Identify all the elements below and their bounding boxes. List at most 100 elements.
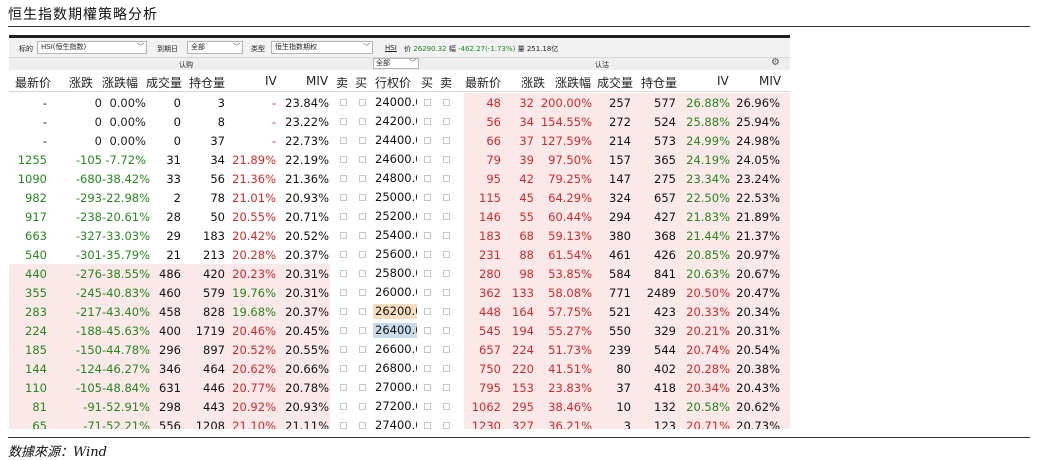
put-sell-checkbox[interactable] xyxy=(443,403,450,410)
strike-cell[interactable]: 25000.0( xyxy=(375,190,417,204)
call-sell-checkbox[interactable] xyxy=(340,194,347,201)
call-buy-checkbox[interactable] xyxy=(359,327,366,334)
put-sell-checkbox[interactable] xyxy=(443,137,450,144)
put-buy-checkbox[interactable] xyxy=(424,156,431,163)
put-buy-checkbox[interactable] xyxy=(424,137,431,144)
table-row[interactable]: 440 -276-38.55% 486 420 20.23% 20.31% 25800.0(… xyxy=(9,264,790,283)
header-call-oi[interactable]: 持仓量 xyxy=(189,76,226,90)
call-sell-checkbox[interactable] xyxy=(340,156,347,163)
put-buy-checkbox[interactable] xyxy=(424,308,431,315)
strike-cell[interactable]: 24400.0( xyxy=(375,133,417,147)
type-select[interactable]: 恒生指数期权 ﹀ xyxy=(271,41,373,54)
call-sell-checkbox[interactable] xyxy=(340,327,347,334)
put-buy-checkbox[interactable] xyxy=(424,403,431,410)
put-buy-checkbox[interactable] xyxy=(424,232,431,239)
header-call-volume[interactable]: 成交量 xyxy=(146,76,183,90)
call-sell-checkbox[interactable] xyxy=(340,346,347,353)
put-sell-checkbox[interactable] xyxy=(443,175,450,182)
call-buy-checkbox[interactable] xyxy=(359,194,366,201)
put-buy-checkbox[interactable] xyxy=(424,289,431,296)
put-buy-checkbox[interactable] xyxy=(424,365,431,372)
put-buy-checkbox[interactable] xyxy=(424,251,431,258)
table-row[interactable]: 144 -124-46.27% 346 464 20.62% 20.66% 26800.0(… xyxy=(9,359,790,378)
table-row[interactable]: 81 -91-52.91% 298 443 20.92% 20.93% 27200.0(10… xyxy=(9,397,790,416)
put-buy-checkbox[interactable] xyxy=(424,194,431,201)
strike-cell[interactable]: 26400.0( xyxy=(373,323,417,338)
put-sell-checkbox[interactable] xyxy=(443,251,450,258)
put-sell-checkbox[interactable] xyxy=(443,289,450,296)
header-call-change[interactable]: 涨跌 xyxy=(69,76,94,90)
call-buy-checkbox[interactable] xyxy=(359,156,366,163)
table-row[interactable]: 1255 -105-7.72% 31 34 21.89% 22.19% 24600.0(79… xyxy=(9,150,790,169)
put-sell-checkbox[interactable] xyxy=(443,270,450,277)
table-row[interactable]: 110 -105-48.84% 631 446 20.77% 20.78% 27000.0(… xyxy=(9,378,790,397)
call-sell-checkbox[interactable] xyxy=(340,118,347,125)
strike-cell[interactable]: 24200.0( xyxy=(375,114,417,128)
hsi-link[interactable]: HSI xyxy=(385,44,397,52)
strike-cell[interactable]: 26000.0( xyxy=(375,285,417,299)
strike-cell[interactable]: 25800.0( xyxy=(375,266,417,280)
table-row[interactable]: 283 -217-43.40% 458 828 19.68% 20.37% 26200.0(… xyxy=(9,302,790,321)
call-sell-checkbox[interactable] xyxy=(340,422,347,429)
call-buy-checkbox[interactable] xyxy=(359,213,366,220)
table-row[interactable]: -00.00%037-22.73%24400.0(6637127.59%2145… xyxy=(9,131,790,150)
strike-cell[interactable]: 25200.0( xyxy=(375,209,417,223)
call-buy-checkbox[interactable] xyxy=(359,270,366,277)
put-sell-checkbox[interactable] xyxy=(443,156,450,163)
put-sell-checkbox[interactable] xyxy=(443,308,450,315)
call-buy-checkbox[interactable] xyxy=(359,251,366,258)
header-call-last[interactable]: 最新价 xyxy=(15,76,52,90)
call-sell-checkbox[interactable] xyxy=(340,308,347,315)
header-put-iv[interactable]: IV xyxy=(717,74,729,88)
header-call-iv[interactable]: IV xyxy=(265,74,277,88)
call-sell-checkbox[interactable] xyxy=(340,384,347,391)
strike-cell[interactable]: 26600.0( xyxy=(375,342,417,356)
call-buy-checkbox[interactable] xyxy=(359,137,366,144)
call-sell-checkbox[interactable] xyxy=(340,99,347,106)
header-put-change[interactable]: 涨跌 xyxy=(521,76,546,90)
call-buy-checkbox[interactable] xyxy=(359,346,366,353)
call-sell-checkbox[interactable] xyxy=(340,213,347,220)
header-call-miv[interactable]: MIV xyxy=(306,74,329,88)
header-strike[interactable]: 行权价 xyxy=(375,76,412,90)
call-sell-checkbox[interactable] xyxy=(340,251,347,258)
table-row[interactable]: 917 -238-20.61% 28 50 20.55% 20.71% 25200.0(14… xyxy=(9,207,790,226)
call-sell-checkbox[interactable] xyxy=(340,270,347,277)
header-put-pct[interactable]: 涨跌幅 xyxy=(555,76,592,90)
call-buy-checkbox[interactable] xyxy=(359,232,366,239)
strike-cell[interactable]: 24000.0( xyxy=(375,95,417,109)
table-row[interactable]: 355 -245-40.83% 460 579 19.76% 20.31% 26000.0(… xyxy=(9,283,790,302)
call-buy-checkbox[interactable] xyxy=(359,403,366,410)
call-buy-checkbox[interactable] xyxy=(359,289,366,296)
table-row[interactable]: 185 -150-44.78% 296 897 20.52% 20.55% 26600.0(… xyxy=(9,340,790,359)
strike-cell[interactable]: 25600.0( xyxy=(375,247,417,261)
table-row[interactable]: 663 -327-33.03% 29 183 20.42% 20.52% 25400.0(1… xyxy=(9,226,790,245)
strike-cell[interactable]: 26800.0( xyxy=(375,361,417,375)
put-buy-checkbox[interactable] xyxy=(424,422,431,429)
strike-cell[interactable]: 25400.0( xyxy=(375,228,417,242)
header-put-miv[interactable]: MIV xyxy=(759,74,782,88)
put-sell-checkbox[interactable] xyxy=(443,422,450,429)
put-buy-checkbox[interactable] xyxy=(424,99,431,106)
put-sell-checkbox[interactable] xyxy=(443,232,450,239)
put-buy-checkbox[interactable] xyxy=(424,270,431,277)
strike-cell[interactable]: 27400.0( xyxy=(375,418,417,429)
underlying-select[interactable]: HSI(恒生指数) ﹀ xyxy=(37,41,147,54)
call-buy-checkbox[interactable] xyxy=(359,118,366,125)
put-sell-checkbox[interactable] xyxy=(443,384,450,391)
table-row[interactable]: 65 -71-52.21% 556 1208 21.10% 21.11% 27400.0(1… xyxy=(9,416,790,429)
call-buy-checkbox[interactable] xyxy=(359,422,366,429)
strike-cell[interactable]: 24600.0( xyxy=(375,152,417,166)
call-buy-checkbox[interactable] xyxy=(359,308,366,315)
call-sell-checkbox[interactable] xyxy=(340,137,347,144)
table-row[interactable]: 982 -293-22.98% 2 78 21.01% 20.93% 25000.0(115… xyxy=(9,188,790,207)
table-row[interactable]: 1090 -680-38.42% 33 56 21.36% 21.36% 24800.0(9… xyxy=(9,169,790,188)
put-sell-checkbox[interactable] xyxy=(443,118,450,125)
put-buy-checkbox[interactable] xyxy=(424,384,431,391)
header-put-last[interactable]: 最新价 xyxy=(465,76,502,90)
put-sell-checkbox[interactable] xyxy=(443,327,450,334)
put-sell-checkbox[interactable] xyxy=(443,194,450,201)
table-row[interactable]: 224 -188-45.63% 400 1719 20.46% 20.45% 26400.0… xyxy=(9,321,790,340)
put-buy-checkbox[interactable] xyxy=(424,213,431,220)
put-buy-checkbox[interactable] xyxy=(424,175,431,182)
